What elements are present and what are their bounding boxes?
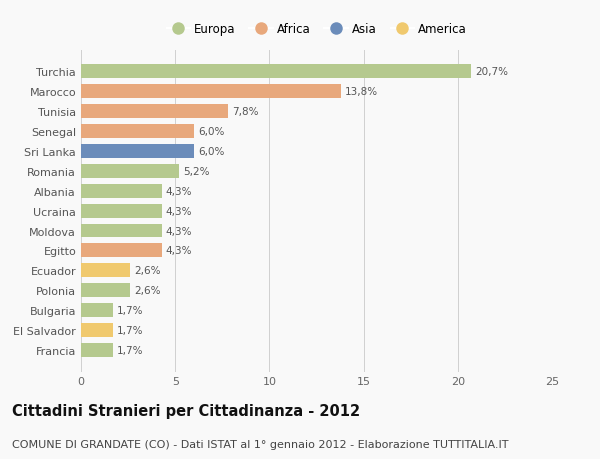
Text: Cittadini Stranieri per Cittadinanza - 2012: Cittadini Stranieri per Cittadinanza - 2… (12, 403, 360, 419)
Bar (81, 343, 113, 357)
Bar (81, 244, 162, 258)
Text: 4,3%: 4,3% (166, 186, 192, 196)
Bar (81, 145, 194, 158)
Text: 4,3%: 4,3% (166, 246, 192, 256)
Bar (81, 204, 162, 218)
Text: 2,6%: 2,6% (134, 266, 160, 276)
Bar (81, 185, 162, 198)
Bar (81, 85, 341, 99)
Text: 2,6%: 2,6% (134, 285, 160, 296)
Text: 13,8%: 13,8% (345, 87, 378, 97)
Text: 6,0%: 6,0% (198, 146, 224, 157)
Text: 1,7%: 1,7% (117, 345, 143, 355)
Text: 6,0%: 6,0% (198, 127, 224, 137)
Bar (81, 105, 228, 119)
Text: 4,3%: 4,3% (166, 226, 192, 236)
Legend: Europa, Africa, Asia, America: Europa, Africa, Asia, America (164, 21, 469, 39)
Text: 1,7%: 1,7% (117, 306, 143, 315)
Bar (81, 164, 179, 179)
Text: 4,3%: 4,3% (166, 206, 192, 216)
Bar (81, 224, 162, 238)
Bar (81, 324, 113, 337)
Text: COMUNE DI GRANDATE (CO) - Dati ISTAT al 1° gennaio 2012 - Elaborazione TUTTITALI: COMUNE DI GRANDATE (CO) - Dati ISTAT al … (12, 440, 509, 449)
Bar (81, 125, 194, 139)
Bar (81, 284, 130, 297)
Bar (81, 303, 113, 318)
Bar (81, 264, 130, 278)
Text: 7,8%: 7,8% (232, 107, 258, 117)
Bar (81, 65, 471, 79)
Text: 5,2%: 5,2% (183, 167, 209, 176)
Text: 20,7%: 20,7% (475, 67, 508, 77)
Text: 1,7%: 1,7% (117, 325, 143, 336)
